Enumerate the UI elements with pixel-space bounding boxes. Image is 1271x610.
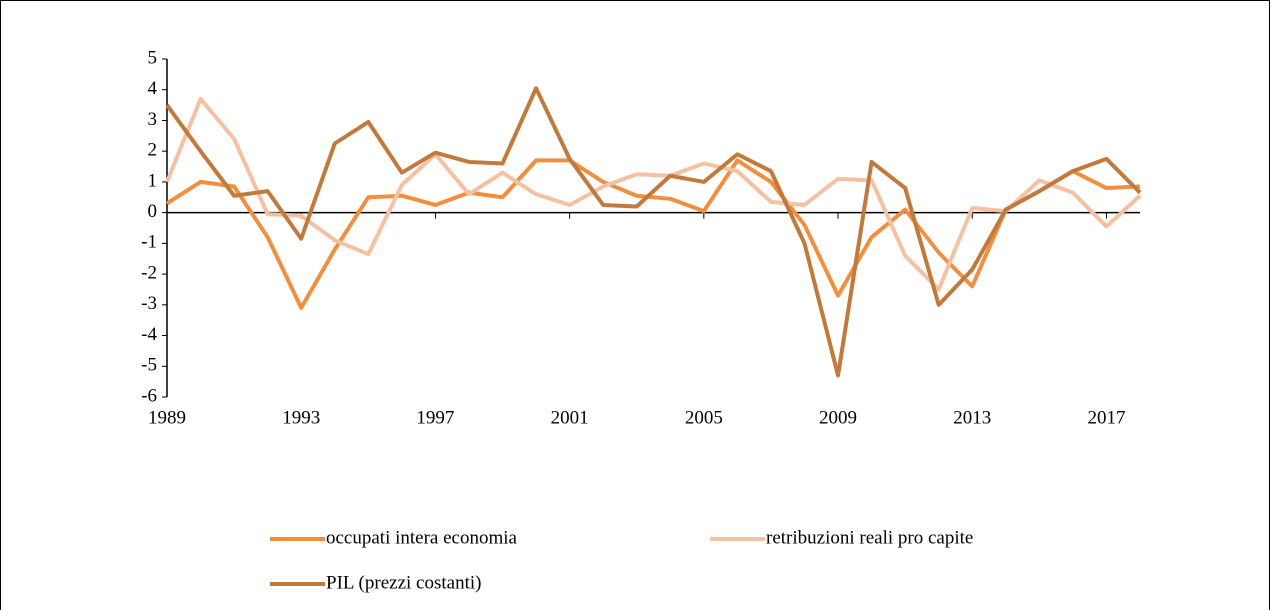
y-tick-label: -5 xyxy=(141,355,157,376)
y-tick-label: 0 xyxy=(148,201,158,222)
y-tick-label: 5 xyxy=(148,47,158,68)
x-tick-label: 1989 xyxy=(148,407,186,428)
y-tick-label: 2 xyxy=(148,140,158,161)
x-tick-label: 2017 xyxy=(1087,407,1125,428)
y-tick-label: -2 xyxy=(141,262,157,283)
y-tick-label: 1 xyxy=(148,170,158,191)
legend-label: PIL (prezzi costanti) xyxy=(326,572,481,593)
x-tick-label: 2009 xyxy=(819,407,857,428)
x-tick-label: 2005 xyxy=(685,407,723,428)
x-tick-label: 1993 xyxy=(282,407,320,428)
line-series xyxy=(165,158,1141,310)
legend-label: retribuzioni reali pro capite xyxy=(766,527,973,548)
y-tick-label: 3 xyxy=(148,109,158,130)
y-tick-label: -4 xyxy=(141,324,157,345)
x-tick-label: 1997 xyxy=(416,407,454,428)
legend-label: occupati intera economia xyxy=(326,527,518,548)
x-tick-label: 2013 xyxy=(953,407,991,428)
y-tick-label: 4 xyxy=(148,78,158,99)
x-tick-label: 2001 xyxy=(551,407,589,428)
line-series xyxy=(165,86,1142,378)
y-tick-label: -1 xyxy=(141,232,157,253)
y-tick-label: -3 xyxy=(141,293,157,314)
y-tick-label: -6 xyxy=(141,385,157,406)
line-series xyxy=(165,96,1142,292)
